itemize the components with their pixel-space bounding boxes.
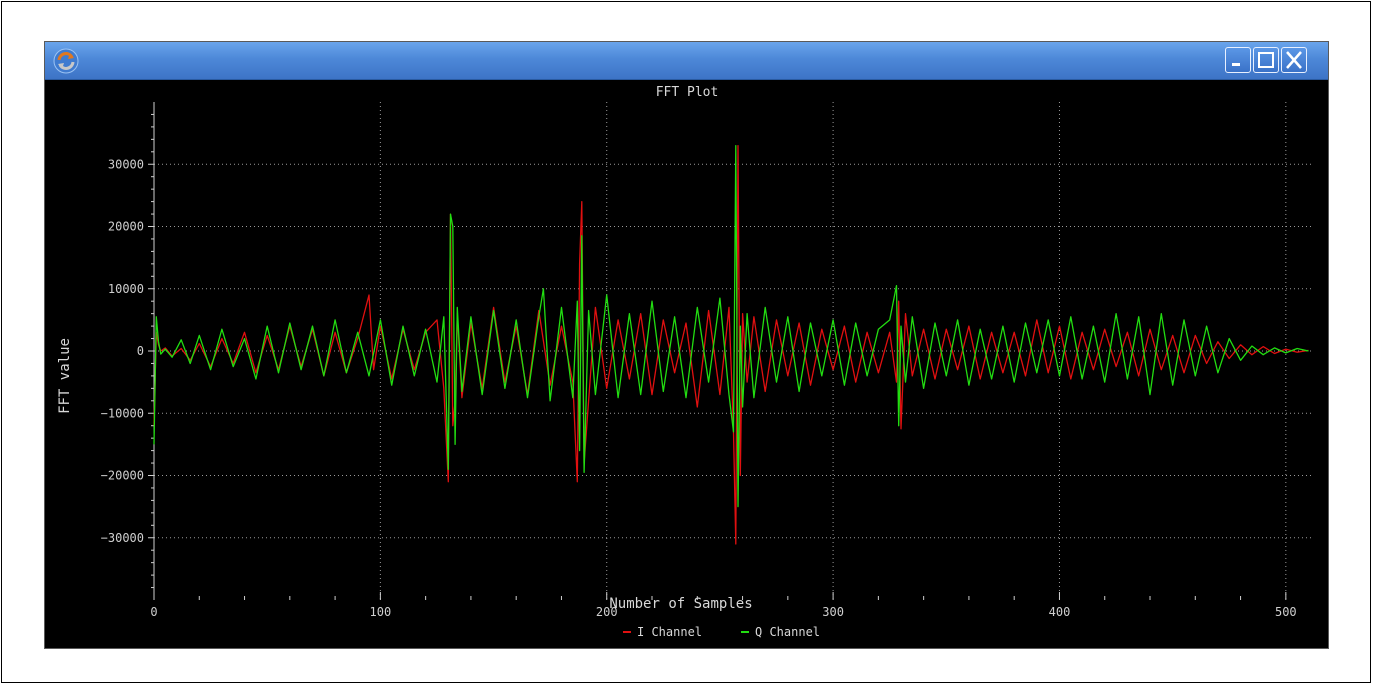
y-tick-label: −30000 xyxy=(101,531,144,545)
q-channel-line xyxy=(153,144,1309,508)
y-tick-label: 30000 xyxy=(108,157,144,171)
legend-label-q: Q Channel xyxy=(755,625,820,639)
window-titlebar[interactable] xyxy=(45,42,1328,80)
minimize-button[interactable] xyxy=(1225,47,1251,73)
y-axis-label: FFT value xyxy=(57,338,73,414)
x-axis-label: Number of Samples xyxy=(609,596,752,612)
plot-area: FFT Plot 30000 20000 10000 0 −10000 −20000 −30… xyxy=(49,80,1327,646)
x-tick-label: 200 xyxy=(596,605,618,619)
plot-window: FFT Plot 30000 20000 10000 0 −10000 −20000 −30… xyxy=(44,41,1329,649)
minimize-icon xyxy=(1232,63,1240,66)
series-lines xyxy=(153,144,1309,545)
i-channel-line xyxy=(153,144,1309,545)
y-tick-label: −10000 xyxy=(101,406,144,420)
refresh-arrows-icon xyxy=(53,48,79,74)
y-tick-label: 0 xyxy=(137,344,144,358)
maximize-icon xyxy=(1258,52,1274,68)
legend-label-i: I Channel xyxy=(637,625,702,639)
fft-chart: FFT Plot 30000 20000 10000 0 −10000 −20000 −30… xyxy=(57,85,1313,639)
maximize-button[interactable] xyxy=(1253,47,1279,73)
grid-lines xyxy=(154,102,1313,600)
x-tick-label: 400 xyxy=(1049,605,1071,619)
y-tick-label: −20000 xyxy=(101,469,144,483)
y-tick-label: 20000 xyxy=(108,220,144,234)
x-tick-label: 100 xyxy=(370,605,392,619)
x-tick-label: 0 xyxy=(150,605,157,619)
legend: I Channel Q Channel xyxy=(623,625,820,639)
chart-title: FFT Plot xyxy=(656,85,719,100)
axes: 30000 20000 10000 0 −10000 −20000 −30000 0 100 20… xyxy=(101,102,1297,619)
close-button[interactable] xyxy=(1281,47,1307,73)
x-tick-label: 500 xyxy=(1275,605,1297,619)
y-tick-label: 10000 xyxy=(108,282,144,296)
x-tick-label: 300 xyxy=(822,605,844,619)
close-icon xyxy=(1286,51,1302,69)
